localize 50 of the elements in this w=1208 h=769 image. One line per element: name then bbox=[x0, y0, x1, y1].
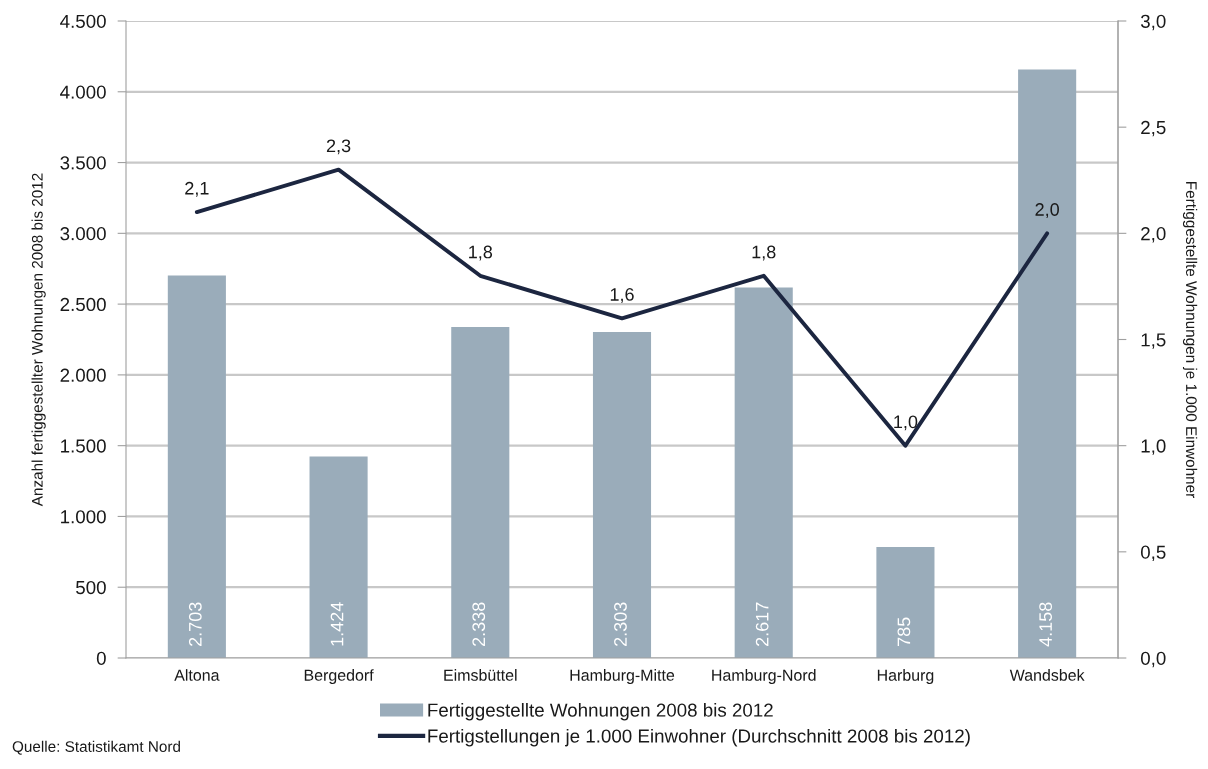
data-label: 1,8 bbox=[752, 245, 776, 261]
y2-tick-label: 2,5 bbox=[1141, 120, 1166, 137]
y-tick-label: 1.500 bbox=[61, 439, 106, 453]
y2-tick-label: 0,0 bbox=[1140, 651, 1166, 668]
y2-tick-label: 1,0 bbox=[1141, 439, 1166, 455]
data-label: 2.303 bbox=[614, 602, 627, 646]
data-label: 2,0 bbox=[1035, 203, 1059, 219]
y-tick-label: 2.500 bbox=[60, 297, 106, 312]
x-tick-label: Harburg bbox=[877, 669, 934, 684]
y2-tick-label: 3,0 bbox=[1140, 14, 1166, 31]
x-tick-label: Bergedorf bbox=[304, 669, 374, 684]
y-tick-label: 4.000 bbox=[60, 85, 106, 99]
y2-tick-label: 2,0 bbox=[1141, 227, 1166, 243]
x-tick-label: Wandsbek bbox=[1009, 669, 1085, 681]
bar bbox=[451, 327, 510, 658]
legend-label: Fertigstellungen je 1.000 Einwohner (Durchschnitt 2008 bis 2012) bbox=[428, 728, 970, 747]
data-label: 2.703 bbox=[188, 602, 202, 646]
x-tick-label: Hamburg-Nord bbox=[712, 669, 816, 684]
y-tick-label: 1.000 bbox=[61, 510, 106, 524]
y-tick-label: 3.500 bbox=[60, 156, 106, 170]
data-label: 1,8 bbox=[469, 245, 493, 261]
data-label: 785 bbox=[897, 617, 911, 646]
x-tick-label: Eimsbüttel bbox=[444, 669, 517, 681]
y2-axis-title: Fertiggestellte Wohnungen je 1.000 Einwohner bbox=[1182, 182, 1198, 498]
y-tick-label: 3.000 bbox=[60, 227, 106, 241]
data-label: 4.158 bbox=[1039, 602, 1052, 647]
y-tick-label: 2.000 bbox=[60, 368, 106, 382]
data-label: 1.424 bbox=[330, 602, 344, 646]
data-label: 2.338 bbox=[472, 602, 486, 646]
x-tick-label: Hamburg-Mitte bbox=[570, 669, 675, 684]
bar bbox=[167, 275, 226, 658]
x-tick-label: Altona bbox=[174, 669, 220, 681]
y-tick-label: 500 bbox=[76, 580, 106, 595]
bar bbox=[734, 287, 793, 658]
data-label: 2,1 bbox=[185, 181, 209, 197]
y-tick-label: 0 bbox=[96, 651, 106, 665]
bar bbox=[309, 456, 368, 658]
y2-tick-label: 0,5 bbox=[1140, 545, 1166, 562]
bar bbox=[876, 546, 935, 658]
bar bbox=[592, 332, 652, 658]
y-axis-title: Anzahl fertiggestellter Wohnungen 2008 bis 2012 bbox=[31, 173, 46, 507]
data-label: 2,3 bbox=[326, 139, 351, 155]
data-label: 1,0 bbox=[894, 415, 918, 431]
y-tick-label: 4.500 bbox=[60, 14, 106, 28]
data-label: 1,6 bbox=[610, 288, 634, 303]
source-note: Quelle: Statistikamt Nord bbox=[12, 740, 180, 755]
bar bbox=[1018, 69, 1077, 658]
y2-tick-label: 1,5 bbox=[1141, 333, 1166, 349]
data-label: 2.617 bbox=[755, 602, 769, 646]
legend-label: Fertiggestellte Wohnungen 2008 bis 2012 bbox=[428, 703, 773, 721]
